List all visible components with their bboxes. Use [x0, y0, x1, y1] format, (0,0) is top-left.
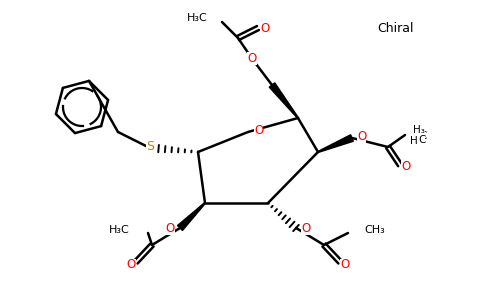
Text: O: O — [401, 160, 410, 172]
Text: O: O — [166, 221, 175, 235]
Text: C: C — [418, 135, 425, 145]
Text: Chiral: Chiral — [377, 22, 413, 34]
Text: O: O — [247, 52, 257, 64]
Polygon shape — [269, 83, 299, 118]
Text: H₃C: H₃C — [187, 13, 208, 23]
Polygon shape — [178, 202, 205, 230]
Text: H₃: H₃ — [410, 136, 422, 146]
Text: H₃C: H₃C — [109, 225, 130, 235]
Text: H₃: H₃ — [413, 125, 425, 135]
Text: O: O — [260, 22, 270, 34]
Text: O: O — [126, 259, 136, 272]
Text: C: C — [419, 131, 426, 141]
Text: O: O — [301, 221, 310, 235]
Text: S: S — [146, 140, 154, 154]
Text: CH₃: CH₃ — [364, 225, 385, 235]
Text: O: O — [340, 259, 349, 272]
Text: O: O — [357, 130, 366, 143]
Polygon shape — [318, 135, 353, 152]
Text: O: O — [254, 124, 263, 136]
